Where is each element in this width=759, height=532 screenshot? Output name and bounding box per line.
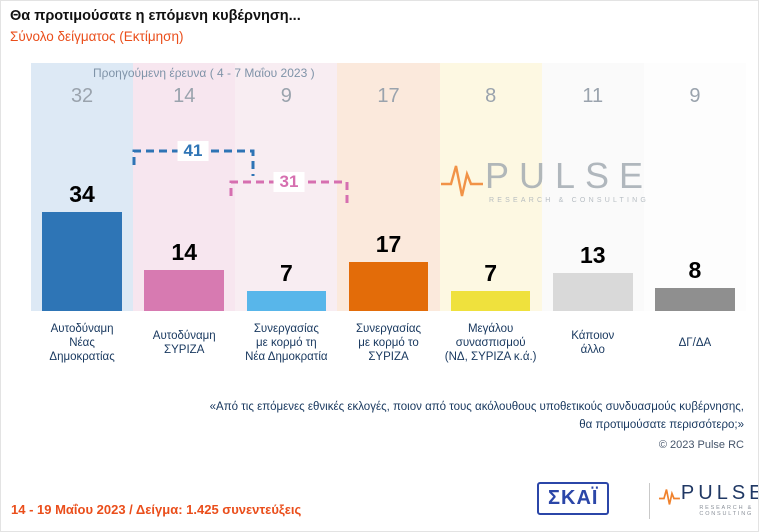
category-label-line: με κορμό τη	[256, 336, 317, 349]
category-label-line: Συνεργασίας	[253, 322, 319, 335]
previous-value: 17	[377, 85, 400, 107]
combo-label: 31	[273, 172, 305, 192]
category-label-line: Συνεργασίας	[355, 322, 422, 335]
combo-label: 41	[177, 141, 209, 161]
category-label: Αυτοδύναμη Νέας Δημοκρατίας	[31, 319, 133, 367]
category-label: ΔΓ/ΔΑ	[644, 319, 746, 367]
previous-value: 32	[70, 85, 94, 107]
pulse-heartbeat-icon	[441, 165, 483, 197]
quote-line-1: «Από τις επόμενες εθνικές εκλογές, ποιον…	[209, 401, 744, 413]
category-label: Μεγάλου συνασπισμού (ΝΔ, ΣΥΡΙΖΑ κ.ά.)	[440, 319, 542, 367]
chart-column: 32 34 Αυτοδύναμη Νέας Δημοκρατίας	[31, 63, 134, 393]
pulse-watermark-word: PULSE	[485, 155, 654, 196]
bar-value: 13	[579, 242, 606, 268]
category-label: Συνεργασίας με κορμό το ΣΥΡΙΖΑ	[337, 319, 439, 367]
bar-value: 8	[688, 257, 702, 283]
chart-column: 9 7 Συνεργασίας με κορμό τη Νέα Δημοκρατία	[235, 63, 338, 393]
category-label-line: Νέας	[69, 336, 95, 349]
chart-column: 14 14 Αυτοδύναμη ΣΥΡΙΖΑ	[133, 63, 236, 393]
chart-column: 11 13 Κάποιον άλλο	[541, 63, 644, 393]
previous-value: 14	[173, 85, 196, 107]
category-label-line: Μεγάλου	[467, 322, 514, 335]
previous-survey-label: Προηγούμενη έρευνα ( 4 - 7 Μαΐου 2023 )	[93, 66, 315, 80]
bar	[246, 291, 327, 311]
copyright-text: © 2023 Pulse RC	[658, 439, 744, 451]
chart-columns: 32 34 Αυτοδύναμη Νέας Δημοκρατίας 14 14 Αυτοδύν…	[31, 63, 746, 393]
previous-value: 9	[280, 85, 292, 107]
previous-value: 11	[582, 85, 604, 107]
category-label-line: με κορμό το	[358, 336, 419, 349]
category-label-line: Δημοκρατίας	[49, 351, 115, 363]
logo-divider	[649, 483, 650, 519]
previous-value: 8	[485, 85, 497, 107]
chart-column: 8 7 Μεγάλου συνασπισμού (ΝΔ, ΣΥΡΙΖΑ κ.ά.)	[439, 63, 542, 393]
pulse-logo-word: PULSE	[680, 482, 759, 504]
bar	[42, 212, 122, 311]
pulse-watermark-text-block: PULSE RESEARCH & CONSULTING	[485, 155, 654, 205]
survey-question-quote: «Από τις επόμενες εθνικές εκλογές, ποιον…	[54, 398, 744, 435]
bar	[450, 291, 531, 311]
pulse-logo-heartbeat-icon	[658, 489, 680, 505]
page-subtitle: Σύνολο δείγματος (Εκτίμηση)	[10, 29, 184, 44]
category-label-line: Αυτοδύναμη	[152, 329, 216, 342]
pulse-watermark: PULSE RESEARCH & CONSULTING	[439, 158, 653, 204]
category-label-line: Κάποιον	[571, 329, 615, 342]
pulse-logo-sub: RESEARCH & CONSULTING	[699, 505, 754, 517]
column-background: 17 17	[337, 63, 440, 311]
fieldwork-info: 14 - 19 Μαΐου 2023 / Δείγμα: 1.425 συνεν…	[11, 502, 302, 517]
bar-chart: 32 34 Αυτοδύναμη Νέας Δημοκρατίας 14 14 Αυτοδύν…	[31, 63, 746, 393]
column-background: 11 13	[541, 63, 644, 311]
bar	[552, 273, 633, 311]
pulse-logo: PULSE RESEARCH & CONSULTING	[658, 482, 759, 517]
category-label-line: άλλο	[580, 344, 605, 356]
chart-column: 9 8 ΔΓ/ΔΑ	[643, 63, 746, 393]
previous-value: 9	[689, 85, 701, 107]
category-label-line: ΣΥΡΙΖΑ	[368, 351, 409, 363]
bar-value: 7	[484, 260, 498, 286]
bar	[655, 288, 735, 311]
bar-value: 14	[171, 239, 197, 265]
column-background: 32 34	[31, 63, 134, 311]
category-label: Συνεργασίας με κορμό τη Νέα Δημοκρατία	[235, 319, 337, 367]
category-label-line: Νέα Δημοκρατία	[245, 351, 328, 363]
column-background: 14 14	[133, 63, 236, 311]
pulse-watermark-sub: RESEARCH & CONSULTING	[489, 197, 650, 204]
category-label-line: ΔΓ/ΔΑ	[678, 336, 712, 349]
quote-line-2: θα προτιμούσατε περισσότερο;»	[579, 419, 744, 432]
pulse-logo-text-block: PULSE RESEARCH & CONSULTING	[680, 482, 759, 517]
category-label-line: Αυτοδύναμη	[50, 322, 114, 335]
skai-logo: ΣΚΑΪ	[537, 482, 610, 515]
page-title: Θα προτιμούσατε η επόμενη κυβέρνηση...	[10, 8, 301, 24]
category-label-line: συνασπισμού	[455, 336, 526, 349]
category-label: Αυτοδύναμη ΣΥΡΙΖΑ	[133, 319, 235, 367]
bar-value: 17	[375, 231, 402, 257]
bar-value: 34	[69, 181, 95, 207]
category-label: Κάποιον άλλο	[542, 319, 644, 367]
bar-value: 7	[279, 260, 293, 286]
bar	[348, 262, 429, 311]
category-label-line: ΣΥΡΙΖΑ	[164, 344, 205, 356]
bar	[144, 270, 225, 311]
category-label-line: (ΝΔ, ΣΥΡΙΖΑ κ.ά.)	[444, 351, 537, 363]
chart-column: 17 17 Συνεργασίας με κορμό το ΣΥΡΙΖΑ	[337, 63, 440, 393]
